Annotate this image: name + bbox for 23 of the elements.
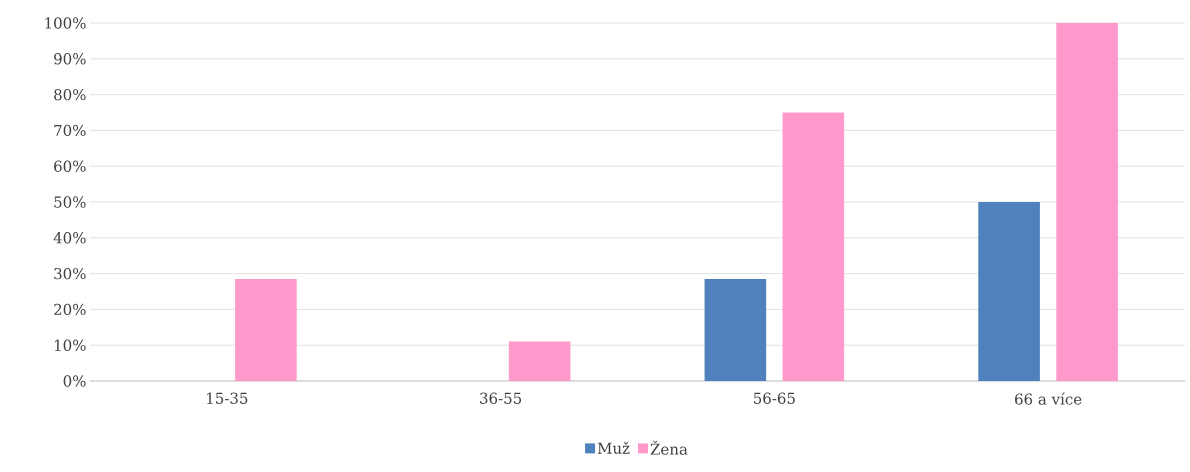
bar bbox=[978, 202, 1040, 381]
y-tick-label: 60% bbox=[54, 160, 86, 172]
y-tick-label: 70% bbox=[54, 124, 86, 137]
x-tick-label: 56-65 bbox=[754, 392, 795, 404]
y-tick-label: 30% bbox=[54, 267, 86, 280]
y-tick-label: 100% bbox=[45, 17, 86, 29]
y-tick-label: 0% bbox=[63, 375, 86, 387]
x-tick-label: 15-35 bbox=[207, 392, 248, 404]
legend-label: Žena bbox=[650, 440, 688, 455]
x-tick-label: 36-55 bbox=[480, 392, 522, 404]
bar bbox=[782, 112, 845, 381]
y-tick-label: 40% bbox=[53, 232, 86, 244]
bar bbox=[704, 278, 767, 381]
bar bbox=[1056, 23, 1118, 381]
y-tick-label: 50% bbox=[54, 196, 86, 208]
bar bbox=[508, 341, 571, 381]
bar bbox=[235, 278, 297, 381]
x-tick-label: 66 a více bbox=[1015, 392, 1082, 405]
y-tick-label: 10% bbox=[54, 339, 86, 351]
y-tick-label: 90% bbox=[54, 53, 86, 65]
y-tick-label: 20% bbox=[54, 303, 86, 316]
legend-label: Muž bbox=[597, 441, 630, 454]
y-tick-label: 80% bbox=[54, 88, 86, 101]
